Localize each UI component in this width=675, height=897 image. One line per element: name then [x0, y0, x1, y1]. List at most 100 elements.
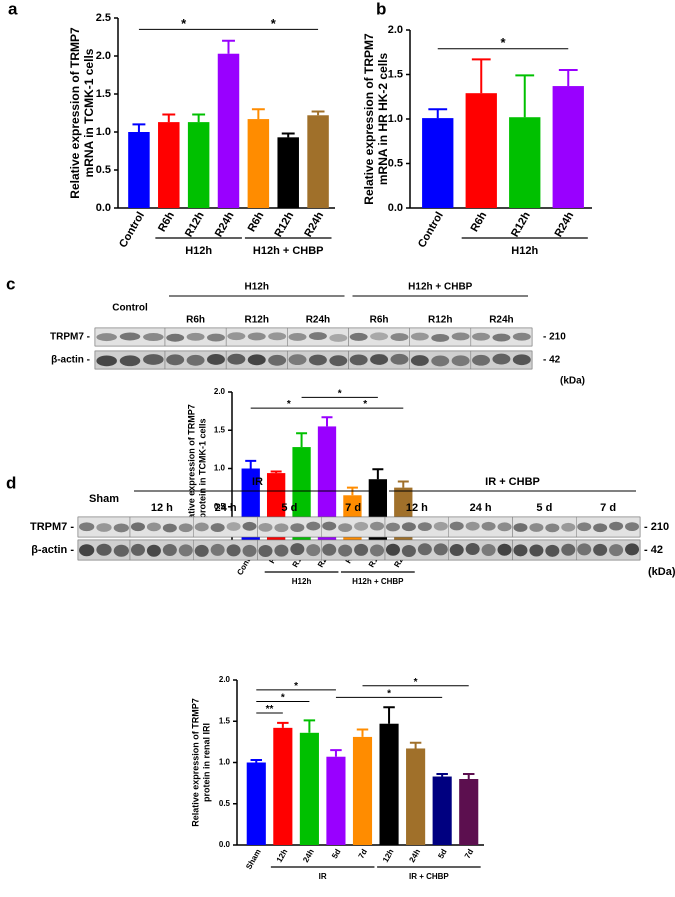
- blot-band: [349, 332, 368, 341]
- y-tick-label: 1.0: [219, 758, 231, 767]
- blot-band: [497, 522, 512, 532]
- blot-band: [274, 544, 289, 557]
- panel-letter: c: [6, 274, 15, 293]
- bar: [406, 748, 426, 845]
- blot-band: [449, 544, 464, 557]
- y-tick-label: 2.0: [214, 387, 226, 396]
- error-bar: [303, 719, 316, 733]
- bar: [273, 727, 293, 845]
- blot-band: [512, 332, 531, 341]
- blot-band: [625, 543, 640, 556]
- blot-band: [166, 354, 185, 366]
- blot-band: [593, 523, 608, 533]
- blot-band: [354, 543, 369, 556]
- blot-band: [242, 521, 257, 531]
- significance-label: *: [363, 399, 367, 410]
- blot-band: [529, 544, 544, 557]
- blot-band: [410, 355, 429, 366]
- blot-band: [178, 544, 193, 557]
- bar: [432, 776, 452, 845]
- y-axis-label: protein in TCMK-1 cells: [197, 418, 207, 518]
- blot-band: [417, 543, 432, 556]
- bar: [552, 86, 584, 208]
- y-tick-label: 1.0: [388, 113, 403, 125]
- x-tick-label: R6h: [246, 210, 267, 234]
- y-tick-label: 0.5: [388, 157, 403, 169]
- blot-band: [449, 521, 464, 531]
- x-tick-label: Sham: [244, 848, 263, 871]
- error-bar: [409, 741, 422, 749]
- blot-band: [465, 543, 480, 556]
- blot-band: [401, 544, 416, 557]
- significance-label: *: [287, 399, 291, 410]
- blot-band: [472, 354, 490, 366]
- error-bar: [162, 113, 176, 123]
- significance-label: *: [281, 692, 285, 703]
- y-tick-label: 2.5: [96, 12, 111, 24]
- blot-band: [431, 355, 450, 367]
- blot-band: [306, 544, 321, 557]
- blot-band: [226, 522, 241, 531]
- lane-label: R24h: [306, 315, 330, 326]
- bar: [352, 736, 373, 845]
- group-label: IR + CHBP: [409, 872, 449, 881]
- blot-band: [338, 544, 353, 557]
- error-bar: [330, 749, 342, 757]
- blot-band: [146, 522, 161, 532]
- blot-band: [96, 355, 117, 367]
- blot-band: [288, 333, 307, 341]
- blot-band: [143, 333, 164, 341]
- blot-band: [79, 522, 95, 532]
- x-tick-label: Control: [416, 210, 446, 250]
- error-bar: [321, 416, 333, 427]
- blot-band: [268, 354, 287, 366]
- blot-band: [143, 354, 164, 365]
- bar: [187, 122, 210, 208]
- blot-band: [497, 543, 512, 556]
- lane-label: 24 h: [470, 502, 492, 514]
- y-tick-label: 1.5: [214, 425, 226, 434]
- blot-band: [492, 353, 511, 365]
- y-axis-label: Relative expression of TRMP7: [68, 27, 82, 199]
- blot-panel: [576, 539, 641, 561]
- blot-band: [481, 521, 496, 531]
- blot-band: [96, 543, 112, 556]
- x-tick-label: Control: [117, 210, 147, 250]
- row-label: β-actin -: [31, 544, 74, 556]
- lane-label: R6h: [370, 315, 389, 326]
- lane-label: 7 d: [600, 502, 616, 514]
- y-tick-label: 0.5: [214, 502, 226, 511]
- x-tick-label: 7d: [463, 847, 476, 860]
- blot-band: [119, 332, 141, 341]
- lane-label: R6h: [186, 315, 205, 326]
- blot-band: [268, 332, 287, 341]
- blot-band: [242, 544, 257, 557]
- x-tick-label: R6h: [156, 210, 177, 234]
- error-bar: [462, 773, 475, 779]
- bar: [422, 118, 454, 208]
- significance-label: *: [181, 16, 187, 31]
- x-tick-label: 7d: [357, 847, 370, 860]
- size-label: - 210: [543, 332, 566, 343]
- y-axis-label: mRNA in HR HK-2 cells: [376, 53, 390, 186]
- group-label: H12h + CHBP: [352, 577, 404, 586]
- blot-band: [247, 332, 266, 341]
- blot-band: [354, 521, 369, 531]
- panel-letter: a: [8, 0, 18, 18]
- row-label: TRPM7 -: [30, 521, 74, 533]
- error-bar: [471, 58, 491, 94]
- blot-band: [207, 354, 225, 365]
- blot-band: [96, 523, 112, 532]
- blot-band: [625, 522, 640, 532]
- blot-band: [481, 544, 496, 557]
- x-tick-label: R12h: [183, 210, 207, 240]
- error-bar: [436, 773, 448, 777]
- bar: [465, 93, 497, 208]
- bar: [277, 137, 299, 208]
- group-label: H12h: [185, 245, 212, 257]
- blot-band: [433, 543, 448, 556]
- blot-band: [561, 522, 576, 532]
- blot-band: [329, 355, 348, 367]
- y-tick-label: 1.5: [219, 716, 231, 725]
- blot-band: [308, 354, 327, 366]
